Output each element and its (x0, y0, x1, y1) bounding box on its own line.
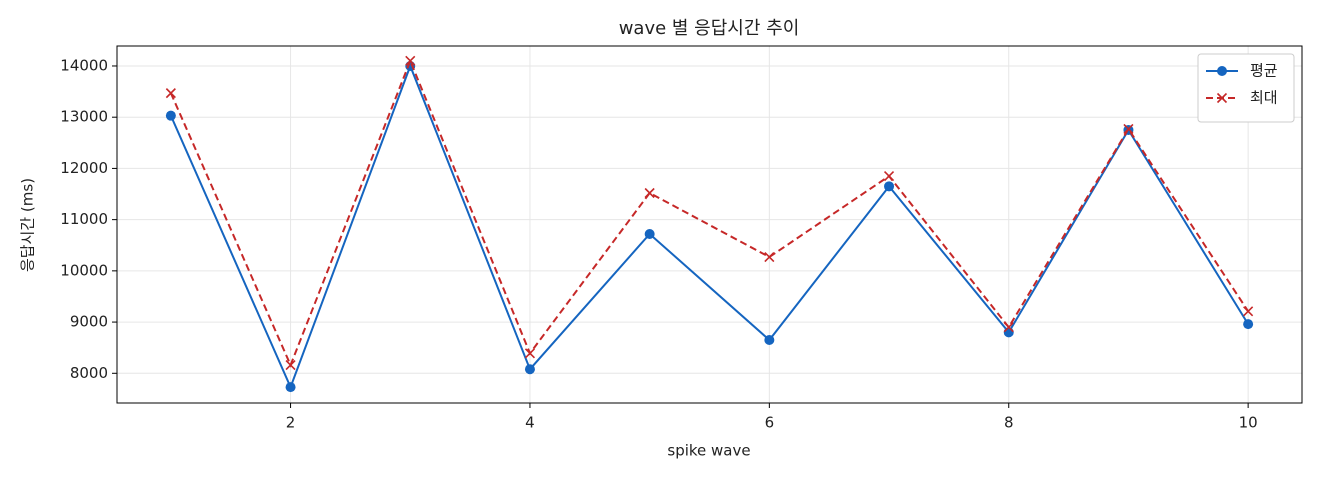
marker (524, 364, 535, 375)
marker (764, 251, 775, 263)
x-tick-label: 2 (286, 414, 296, 432)
y-tick-label: 14000 (60, 56, 108, 74)
marker (644, 187, 655, 199)
y-tick-label: 13000 (60, 108, 108, 126)
marker (1243, 306, 1254, 317)
y-tick-label: 10000 (60, 261, 108, 279)
series-line (169, 63, 1249, 390)
x-tick-label: 10 (1239, 414, 1258, 432)
marker (764, 335, 775, 345)
y-axis-label: 응답시간 (ms) (19, 178, 37, 272)
y-tick-label: 11000 (60, 210, 108, 228)
marker (405, 55, 416, 66)
x-axis-label: spike wave (667, 442, 750, 460)
x-tick-label: 8 (1004, 414, 1014, 432)
legend-label: 최대 (1250, 89, 1278, 107)
plot-frame (116, 45, 1303, 404)
legend-box (1197, 53, 1295, 123)
legend-label: 평균 (1250, 62, 1278, 80)
marker (644, 228, 655, 239)
marker (1216, 92, 1228, 104)
marker (1217, 66, 1227, 76)
marker (285, 382, 296, 393)
y-tick-label: 9000 (70, 313, 108, 331)
x-tick-label: 4 (525, 414, 535, 432)
y-tick-label: 8000 (70, 364, 108, 382)
marker (1003, 322, 1014, 333)
marker (1123, 123, 1134, 135)
marker (524, 348, 536, 359)
marker (884, 181, 895, 192)
y-tick-label: 12000 (60, 159, 108, 177)
series-line (169, 58, 1249, 368)
marker (883, 171, 895, 182)
marker (1243, 319, 1254, 330)
x-tick-label: 6 (765, 414, 775, 432)
marker (285, 360, 296, 371)
chart-title: wave 별 응답시간 추이 (619, 18, 800, 39)
marker (1003, 327, 1014, 338)
marker (165, 88, 176, 99)
marker (165, 110, 176, 121)
